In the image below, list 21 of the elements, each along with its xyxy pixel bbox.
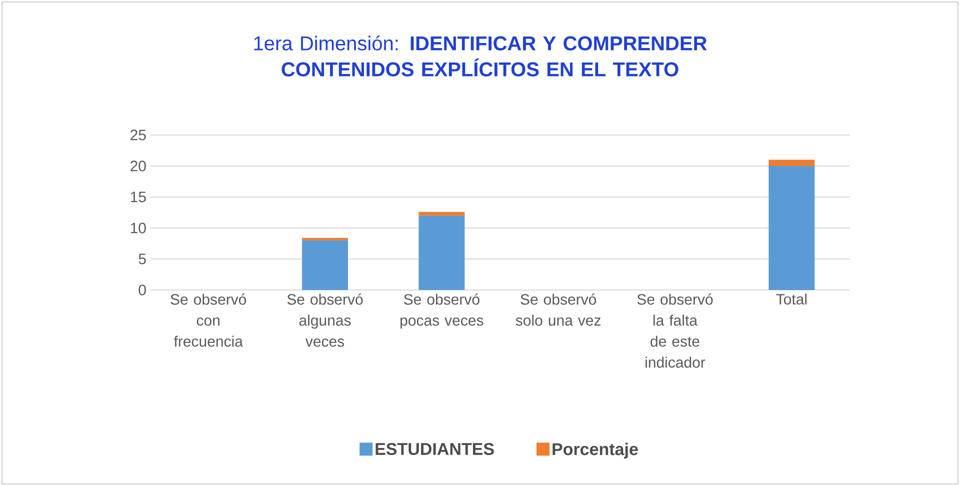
- y-tick-label: 0: [138, 284, 146, 296]
- bar: [302, 238, 348, 240]
- bar: [418, 216, 465, 290]
- legend-label: Porcentaje: [552, 442, 638, 459]
- x-tick-label: Total: [776, 294, 807, 305]
- legend-label: ESTUDIANTES: [376, 442, 494, 455]
- bar: [302, 240, 348, 290]
- chart-title: 1era Dimensión: IDENTIFICAR Y COMPRENDER CONTENIDOS EXPLÍCITOS EN EL TEXTO: [254, 36, 707, 76]
- x-tick-label: Se observó algunas veces: [287, 294, 363, 347]
- y-tick-label: 20: [130, 160, 146, 172]
- y-tick-label: 5: [138, 254, 146, 264]
- x-tick-label: Se observó pocas veces: [400, 294, 484, 329]
- y-tick-label: 10: [130, 222, 146, 234]
- x-tick-label: Se observó la falta de este indicador: [637, 294, 713, 368]
- y-tick-label: 15: [130, 192, 146, 202]
- bar: [768, 160, 815, 166]
- x-tick-label: Se observó con frecuencia: [170, 294, 246, 347]
- bar: [418, 212, 465, 216]
- x-tick-label: Se observó solo una vez: [516, 294, 600, 326]
- y-tick-label: 25: [130, 130, 146, 140]
- bar: [768, 166, 815, 290]
